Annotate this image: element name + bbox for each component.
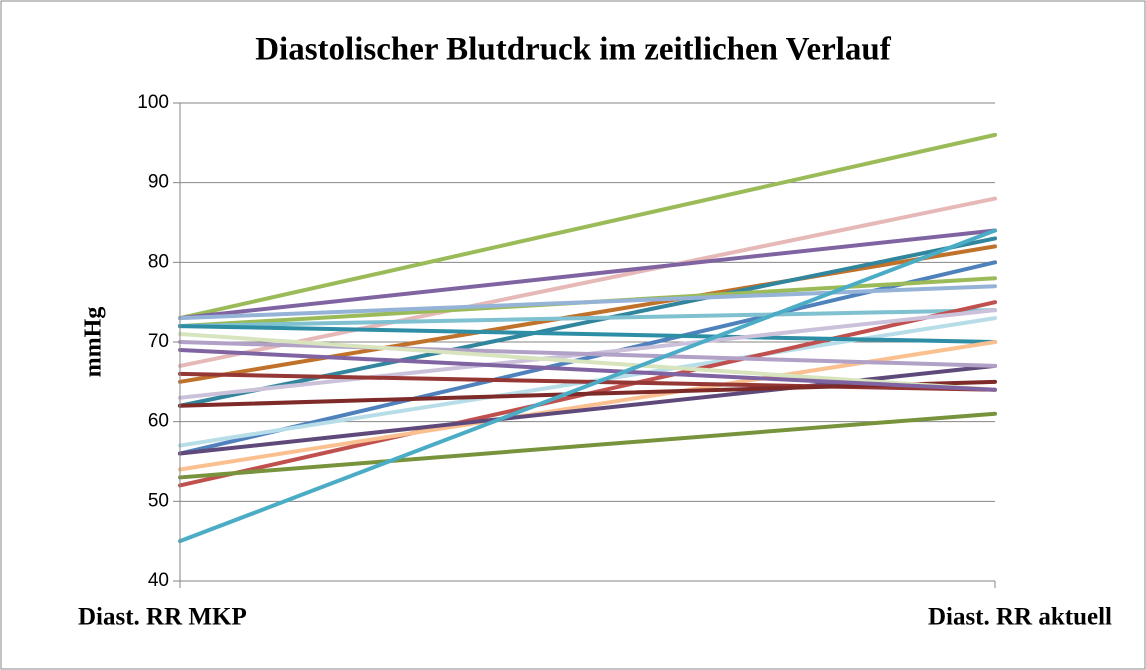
series-line (178, 196, 997, 368)
y-tick-label: 80 (148, 251, 169, 272)
axes: 40 50 60 70 80 90 100 Diast. RR MKP Diast. RR ak… (78, 92, 1112, 631)
series-line (178, 260, 997, 456)
y-tick-label: 60 (148, 411, 169, 432)
series-line (178, 244, 997, 384)
series-line (178, 411, 997, 480)
y-tick-label: 70 (148, 331, 169, 352)
series-line (178, 228, 997, 321)
y-tick-label: 50 (148, 490, 169, 511)
series-line (178, 379, 997, 408)
series-line (178, 228, 997, 544)
series-line (178, 340, 997, 368)
chart-title: Diastolischer Blutdruck im zeitlichen Ve… (255, 32, 892, 68)
x-tick-label: Diast. RR MKP (78, 604, 247, 631)
series-line (178, 347, 997, 392)
y-axis-label: mmHg (81, 307, 107, 378)
x-tick-label: Diast. RR aktuell (928, 604, 1112, 631)
series-line (178, 332, 997, 392)
y-tick-label: 100 (137, 92, 169, 113)
series-line (178, 308, 997, 329)
lines (178, 132, 997, 544)
y-tick-label: 40 (148, 570, 169, 591)
series-line (178, 324, 997, 344)
y-tick-label: 90 (148, 172, 169, 193)
series-line (178, 284, 997, 321)
series-line (178, 132, 997, 321)
